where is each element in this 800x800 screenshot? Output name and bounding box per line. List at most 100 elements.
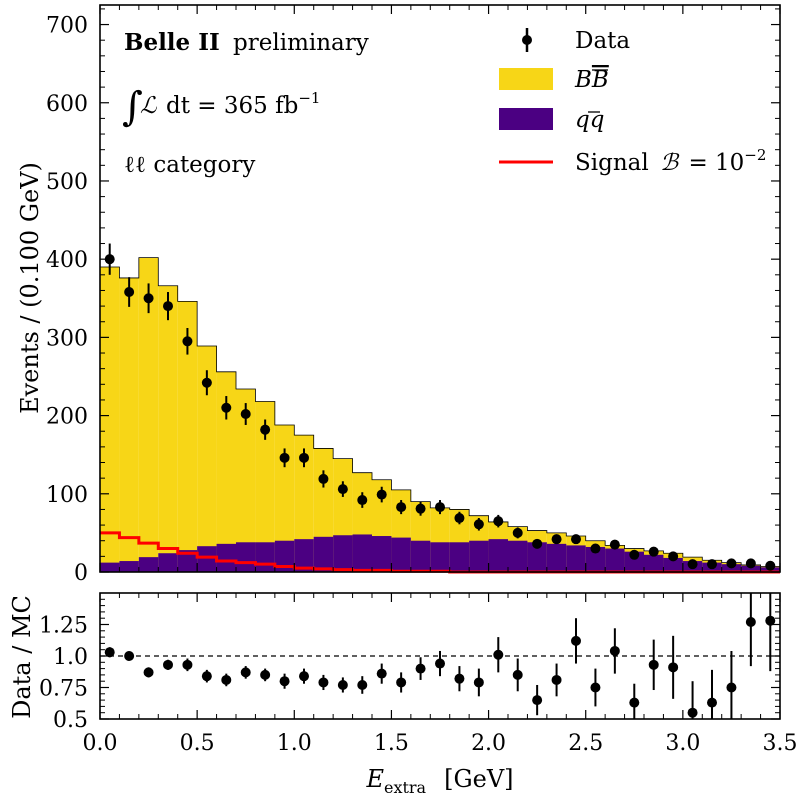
qq-bar: [546, 543, 567, 572]
x-tick-labels: 0.0 0.5 1.0 1.5 2.0 2.5 3.0 3.5: [83, 731, 798, 756]
main-y-tick-labels: 0 100 200 300 400 500 600 700: [46, 14, 88, 586]
data-point: [571, 534, 581, 545]
ratio-point: [571, 635, 581, 646]
ratio-axes: [99, 592, 781, 720]
ratio-point: [532, 695, 543, 706]
qq-bar: [508, 540, 528, 572]
data-point: [745, 558, 756, 569]
qq-bar: [430, 542, 450, 572]
ratio-point: [279, 676, 290, 687]
ratio-point: [299, 671, 309, 682]
ratio-point: [318, 677, 329, 688]
bb-bar: [177, 301, 198, 572]
ratio-point: [376, 668, 387, 679]
ratio-point: [415, 663, 426, 674]
qq-bar: [624, 551, 644, 572]
data-point: [493, 516, 504, 527]
ratio-point: [590, 682, 601, 693]
qq-bar: [644, 554, 664, 572]
data-point: [726, 558, 737, 569]
main-y-tick-label: 600: [46, 92, 88, 117]
x-tick-label: 3.0: [665, 731, 700, 756]
ratio-point: [357, 679, 368, 690]
qq-bar: [605, 548, 625, 572]
legend-entry-bb: BB: [499, 67, 609, 93]
x-tick-label: 1.5: [374, 731, 409, 756]
annotation-lumi: dt = 365 fb−1: [166, 89, 320, 119]
data-point: [648, 546, 659, 557]
main-histogram: [99, 257, 781, 572]
data-point: [668, 551, 679, 562]
x-tick-label: 2.0: [471, 731, 506, 756]
main-y-tick-label: 400: [46, 248, 88, 273]
qq-bar: [449, 542, 470, 572]
qq-bar: [236, 542, 256, 572]
bb-bar: [216, 371, 236, 572]
x-tick-label: 3.5: [763, 731, 798, 756]
data-point: [435, 502, 445, 513]
bb-bar: [100, 266, 120, 572]
data-point: [260, 424, 271, 435]
ratio-point: [396, 677, 407, 688]
legend-entry-signal: Signal ℬ = 10−2: [499, 146, 766, 176]
qq-bar: [177, 550, 198, 572]
annotation-experiment: Belle II preliminary: [124, 29, 369, 56]
data-point: [687, 559, 698, 570]
qq-bar: [469, 540, 489, 572]
bb-bar: [197, 345, 217, 572]
ratio-y-axis-label: Data / MC: [8, 595, 36, 719]
ratio-point: [512, 669, 523, 680]
ratio-point: [435, 658, 445, 669]
bb-bar: [294, 435, 314, 572]
svg-text:Data: Data: [575, 28, 630, 54]
ratio-point: [609, 645, 620, 656]
ratio-point: [648, 659, 659, 670]
data-point: [532, 538, 543, 549]
ratio-point: [163, 659, 173, 670]
ratio-point: [201, 671, 212, 682]
data-point: [104, 254, 115, 265]
ratio-y-tick-label: 1.0: [53, 645, 88, 670]
bb-bar: [274, 424, 295, 572]
qq-bar: [741, 565, 761, 572]
annotation-category: ℓℓ category: [124, 152, 255, 178]
qq-bar: [119, 561, 139, 572]
ratio-point: [260, 669, 271, 680]
qq-bar: [372, 536, 392, 572]
data-point: [551, 534, 562, 545]
ratio-point: [687, 707, 698, 718]
qq-bar: [313, 536, 334, 572]
ratio-point: [454, 673, 465, 684]
ratio-point: [551, 674, 562, 685]
legend: Data BB qq Signal ℬ = 10−2: [499, 28, 766, 176]
qq-bar: [197, 546, 217, 572]
bb-bar: [119, 277, 139, 572]
data-point: [279, 452, 290, 463]
qq-bar: [663, 557, 683, 572]
ratio-point: [668, 662, 679, 673]
ratio-point: [473, 677, 484, 688]
ratio-point: [182, 659, 193, 670]
qq-bar: [255, 542, 275, 572]
x-axis-label: Eextra [GeV]: [365, 765, 513, 797]
data-points: [104, 243, 776, 571]
qq-bar: [352, 534, 372, 572]
data-point: [376, 489, 387, 500]
main-y-tick-label: 0: [74, 561, 88, 586]
data-point: [454, 513, 465, 524]
main-y-tick-label: 100: [46, 483, 88, 508]
main-y-tick-label: 700: [46, 14, 88, 39]
data-point: [124, 287, 135, 298]
ratio-y-tick-label: 0.5: [53, 708, 88, 733]
bb-bar: [158, 285, 178, 572]
ratio-point: [143, 667, 154, 678]
bb-bar: [236, 388, 256, 572]
main-y-tick-label: 200: [46, 405, 88, 430]
ratio-point: [765, 615, 776, 626]
qq-bar: [138, 557, 159, 572]
ratio-y-tick-label: 1.25: [39, 614, 88, 639]
data-point: [143, 293, 154, 304]
data-point: [201, 377, 212, 388]
main-axes: [99, 4, 781, 573]
